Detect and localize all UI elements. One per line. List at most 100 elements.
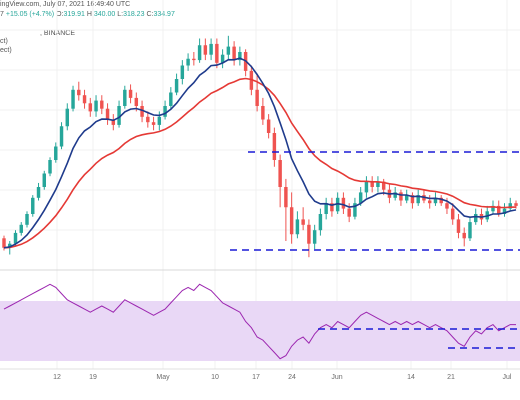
candle-up [376, 181, 380, 187]
candle-down [134, 97, 139, 106]
candle-down [307, 224, 311, 244]
indicator-label-1: ct) [0, 38, 8, 45]
candle-down [215, 43, 219, 63]
x-tick-label: Jul [503, 374, 512, 381]
rsi-band [0, 301, 520, 361]
candle-down [301, 219, 305, 225]
candle-up [163, 106, 167, 117]
indicator-2-text: ect) [0, 47, 12, 54]
x-tick-label: 21 [447, 374, 455, 381]
candle-down [514, 203, 518, 206]
candle-up [197, 45, 202, 61]
close-value: 334.97 [153, 11, 175, 18]
candle-down [77, 89, 81, 96]
candle-up [433, 197, 438, 204]
candle-up [502, 208, 507, 214]
candle-up [13, 232, 18, 244]
candle-up [31, 197, 35, 214]
candle-down [88, 103, 93, 112]
open-label: O: [56, 11, 64, 18]
candle-up [474, 214, 478, 223]
rsi-line [3, 283, 516, 360]
indicator-1-text: ct) [0, 38, 8, 45]
candle-up [42, 173, 46, 187]
x-tick-label: Jun [331, 374, 342, 381]
candle-down [370, 181, 374, 187]
candle-down [140, 106, 144, 117]
candle-up [174, 79, 179, 93]
candle-up [169, 92, 173, 106]
candle-down [128, 89, 133, 98]
candle-down [146, 116, 150, 123]
candle-up [393, 192, 397, 198]
candle-up [508, 203, 512, 209]
candle-down [289, 207, 294, 235]
candle-down [82, 95, 87, 104]
candle-down [192, 58, 196, 61]
chart-source-line: ingView.com, July 07, 2021 16:49:40 UTC [0, 1, 130, 8]
candle-up [157, 116, 162, 125]
candle-up [180, 65, 185, 79]
ema-slow-line [3, 77, 517, 249]
x-tick-label: 19 [89, 374, 97, 381]
candle-up [220, 54, 225, 63]
candle-up [209, 43, 213, 55]
candle-up [312, 230, 317, 244]
candle-down [341, 197, 346, 209]
candle-down [462, 232, 466, 239]
candle-down [261, 106, 265, 120]
candle-up [226, 46, 231, 55]
candle-down [445, 203, 449, 209]
x-tick-label: 17 [252, 374, 260, 381]
candle-up [19, 224, 23, 233]
candle-down [232, 46, 236, 61]
candle-up [335, 197, 340, 212]
candle-down [105, 108, 110, 120]
candle-up [468, 222, 472, 239]
candle-up [404, 195, 409, 201]
candle-up [491, 205, 495, 212]
candle-up [117, 106, 121, 125]
candle-up [36, 187, 41, 198]
candle-up [295, 219, 300, 235]
exchange-label: , BINANCE [40, 30, 76, 37]
candle-up [71, 89, 75, 109]
open-value: 319.91 [63, 11, 85, 18]
x-tick-label: 14 [407, 374, 415, 381]
candle-up [123, 89, 127, 106]
candles-layer [2, 35, 518, 258]
candle-up [8, 243, 12, 248]
candle-up [186, 58, 190, 66]
candle-down [151, 122, 156, 125]
high-value: 340.00 [93, 11, 116, 18]
candle-up [25, 214, 29, 225]
x-tick-label: 12 [53, 374, 61, 381]
x-axis-labels: 12 19 May 10 17 24 Jun 14 21 Jul [53, 374, 512, 381]
candle-down [381, 181, 386, 190]
candle-down [399, 192, 403, 201]
candle-down [497, 205, 501, 214]
x-tick-label: 10 [211, 374, 219, 381]
indicator-label-2: ect) [0, 47, 12, 54]
candle-up [65, 108, 70, 127]
candle-up [94, 100, 98, 112]
x-tick-label: May [156, 374, 170, 381]
candle-up [353, 203, 357, 217]
candle-up [358, 192, 363, 204]
candle-down [272, 133, 277, 160]
candle-down [347, 208, 351, 217]
candle-down [278, 160, 282, 187]
price-change: +15.05 (+4.7%) [5, 11, 55, 18]
candle-down [330, 203, 334, 212]
ohlc-prefix: 7 [0, 11, 4, 18]
ema-fast-line [3, 57, 517, 249]
candle-down [111, 119, 116, 125]
candle-up [318, 214, 323, 231]
candle-down [255, 89, 259, 106]
x-tick-label: 24 [288, 374, 296, 381]
candle-up [364, 181, 369, 193]
candle-down [284, 187, 288, 208]
candle-down [203, 45, 208, 55]
candle-down [2, 238, 6, 248]
